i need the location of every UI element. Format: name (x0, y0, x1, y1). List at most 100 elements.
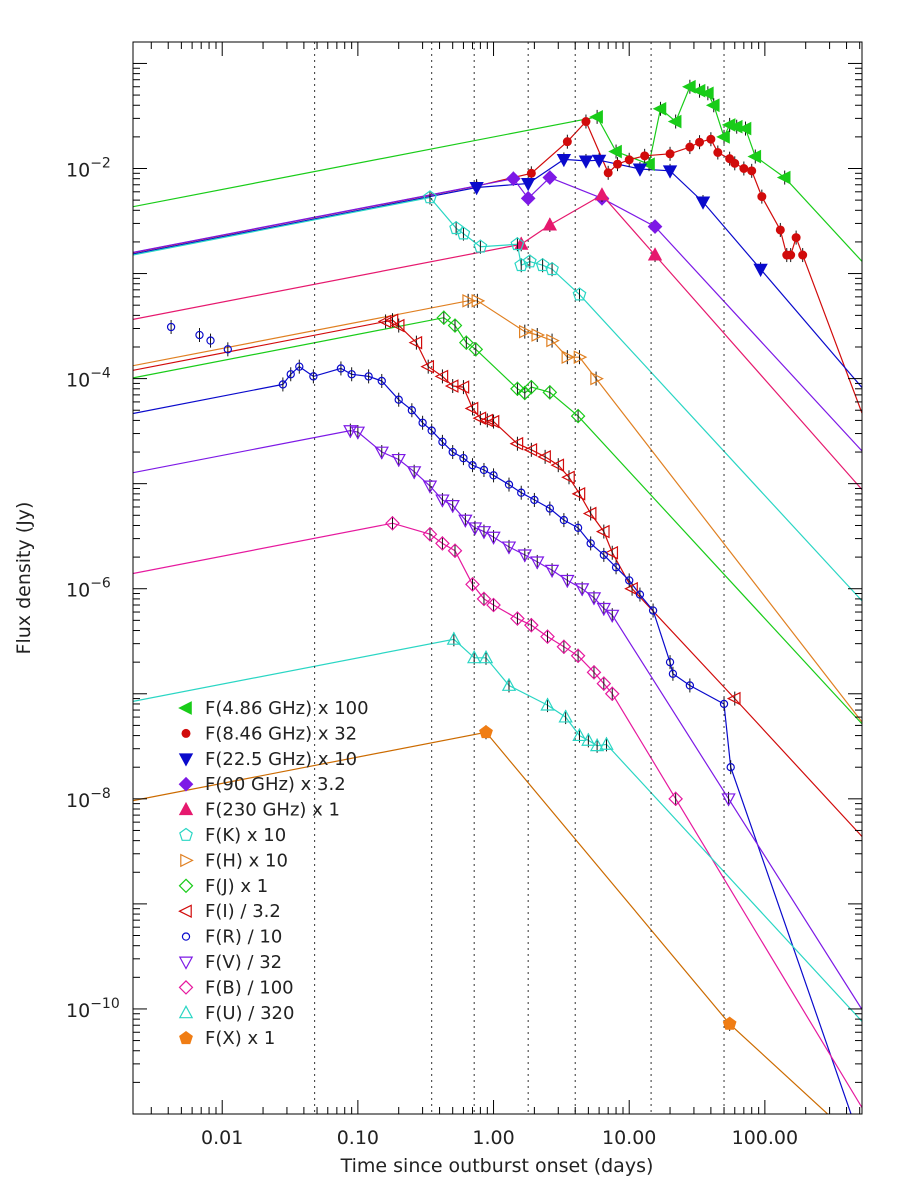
data-point-f-4-86-ghz-x-100 (641, 157, 655, 171)
model-curve (133, 300, 862, 723)
legend-label: F(4.86 GHz) x 100 (205, 698, 369, 719)
data-point-f-v-32 (560, 574, 575, 589)
data-point-f-u-320 (466, 650, 482, 664)
legend-marker (181, 932, 191, 941)
data-point-f-8-46-ghz-x-32 (695, 137, 705, 147)
data-point-f-b-100 (447, 543, 463, 559)
data-point-f-8-46-ghz-x-32 (747, 166, 757, 176)
data-point-f-i-3-2 (571, 487, 586, 501)
data-point-f-8-46-ghz-x-32 (730, 158, 740, 168)
data-point-f-h-x-10 (546, 333, 560, 348)
data-point-f-22-5-ghz-x-10 (695, 196, 711, 210)
data-point-f-r-10 (648, 606, 658, 615)
data-point-f-4-86-ghz-x-100 (776, 170, 791, 185)
x-tick-label: 0.01 (201, 1127, 243, 1149)
data-point-f-h-x-10 (471, 294, 486, 308)
data-point-f-u-320 (599, 736, 614, 750)
data-point-f-22-5-ghz-x-10 (520, 178, 536, 192)
data-point-f-8-46-ghz-x-32 (782, 250, 792, 260)
data-point-f-b-100 (556, 639, 572, 655)
data-point-f-i-3-2 (523, 442, 538, 457)
data-point-f-b-100 (540, 629, 555, 644)
legend-label: F(90 GHz) x 3.2 (205, 774, 346, 795)
data-point-f-r-10 (479, 465, 489, 475)
data-point-f-b-100 (596, 676, 612, 691)
data-point-f-8-46-ghz-x-32 (581, 117, 591, 127)
data-point-f-b-100 (586, 664, 602, 680)
data-point-f-8-46-ghz-x-32 (603, 168, 613, 178)
data-point-f-r-10 (309, 372, 318, 381)
data-point-f-h-x-10 (590, 371, 604, 386)
data-point-f-b-100 (524, 617, 539, 633)
data-point-f-r-10 (635, 590, 645, 599)
data-point-f-b-100 (510, 611, 525, 626)
data-point-f-22-5-ghz-x-10 (591, 154, 607, 168)
data-point-f-v-32 (422, 480, 438, 494)
legend-marker (179, 1030, 193, 1045)
data-point-f-v-32 (501, 541, 517, 555)
data-point-f-i-3-2 (408, 335, 423, 350)
y-tick-label: 10−4 (66, 366, 111, 392)
data-point-f-r-10 (166, 322, 176, 332)
legend-marker (178, 1005, 194, 1019)
data-point-f-j-x-1 (468, 341, 484, 357)
data-point-f-i-3-2 (485, 414, 500, 429)
data-point-f-v-32 (544, 564, 560, 578)
data-point-f-r-10 (504, 480, 514, 489)
data-point-f-8-46-ghz-x-32 (613, 159, 623, 169)
data-point-f-b-100 (604, 686, 620, 702)
data-point-f-230-ghz-x-1 (514, 236, 529, 250)
data-point-f-b-100 (486, 597, 501, 613)
data-point-f-r-10 (438, 437, 447, 447)
data-point-f-4-86-ghz-x-100 (705, 98, 720, 113)
data-point-f-j-x-1 (542, 385, 558, 400)
data-point-f-i-3-2 (420, 359, 435, 374)
data-point-f-8-46-ghz-x-32 (706, 134, 716, 144)
curves-layer (133, 86, 862, 1114)
data-point-f-4-86-ghz-x-100 (667, 114, 682, 129)
data-point-f-r-10 (573, 523, 583, 532)
data-point-f-i-3-2 (509, 436, 524, 451)
plot-frame (132, 41, 863, 1115)
data-point-f-k-x-10 (545, 261, 559, 276)
data-point-f-b-100 (422, 526, 438, 542)
data-point-f-k-x-10 (449, 220, 464, 235)
data-point-f-r-10 (286, 370, 295, 379)
data-point-f-22-5-ghz-x-10 (662, 165, 678, 179)
data-point-f-u-320 (540, 697, 555, 711)
data-point-f-u-320 (478, 650, 494, 664)
legend-marker (178, 904, 192, 919)
data-point-f-k-x-10 (456, 226, 471, 240)
legend-marker (178, 776, 194, 792)
data-point-f-230-ghz-x-1 (647, 247, 663, 261)
x-tick-label: 100.00 (732, 1127, 798, 1149)
data-point-f-k-x-10 (473, 239, 488, 253)
data-point-f-u-320 (558, 709, 573, 723)
data-point-f-230-ghz-x-1 (542, 217, 558, 231)
data-point-f-22-5-ghz-x-10 (753, 263, 768, 277)
legend-label: F(V) / 32 (205, 952, 282, 973)
data-point-f-v-32 (374, 446, 389, 460)
data-point-f-8-46-ghz-x-32 (713, 148, 723, 158)
model-curve (133, 317, 862, 725)
legend-label: F(22.5 GHz) x 10 (205, 749, 357, 770)
data-point-f-j-x-1 (570, 408, 586, 424)
data-point-f-4-86-ghz-x-100 (700, 86, 714, 101)
data-point-f-h-x-10 (462, 294, 476, 308)
data-point-f-x-x-1 (722, 1016, 737, 1030)
data-point-f-r-10 (407, 406, 417, 415)
data-point-f-j-x-1 (447, 318, 463, 333)
data-point-f-8-46-ghz-x-32 (526, 168, 536, 178)
data-point-f-h-x-10 (573, 350, 588, 364)
data-point-f-r-10 (719, 699, 729, 709)
data-point-f-90-ghz-x-3-2 (647, 219, 663, 234)
data-point-f-i-3-2 (604, 545, 619, 560)
data-point-f-u-320 (581, 732, 596, 746)
vlines-layer (314, 42, 725, 1114)
data-point-f-4-86-ghz-x-100 (608, 144, 622, 159)
data-point-f-8-46-ghz-x-32 (757, 192, 767, 202)
data-point-f-v-32 (530, 556, 545, 570)
data-point-f-b-100 (668, 791, 684, 807)
y-axis: 10−10 10−8 10−6 10−4 10−2 (66, 62, 862, 1115)
model-curve (133, 196, 862, 602)
